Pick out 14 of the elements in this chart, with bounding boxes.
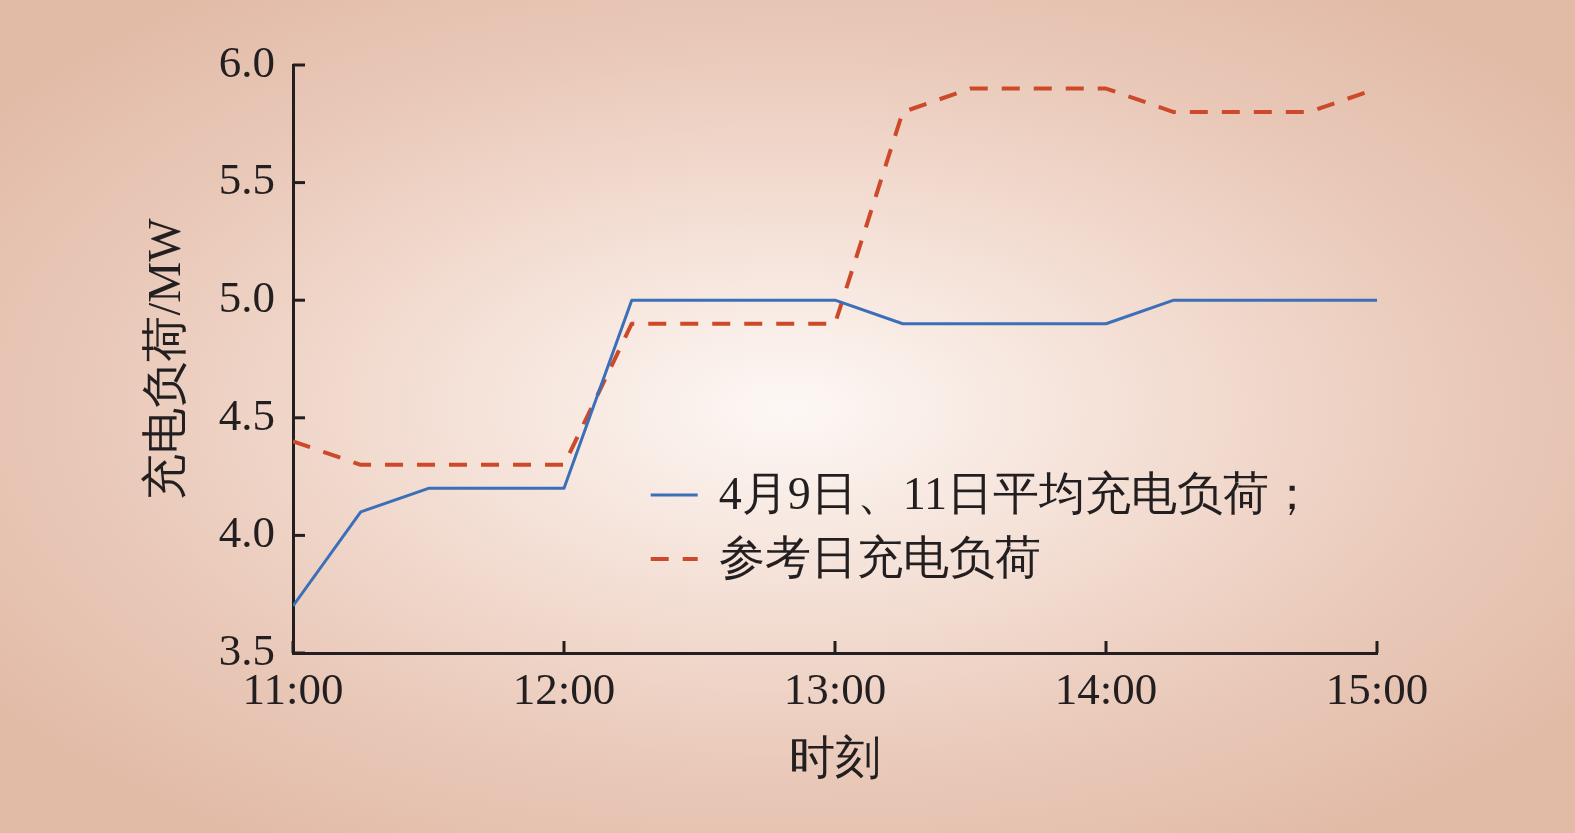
x-axis-title: 时刻 <box>789 732 881 784</box>
y-tick-label: 3.5 <box>218 624 275 675</box>
x-tick-label: 14:00 <box>1054 663 1158 714</box>
y-tick-label: 5.5 <box>218 154 275 205</box>
y-tick-label: 4.5 <box>218 389 275 440</box>
legend-label: 4月9日、11日平均充电负荷； <box>718 468 1315 520</box>
legend-label: 参考日充电负荷 <box>718 532 1041 584</box>
y-axis-title: 充电负荷/MW <box>138 217 190 500</box>
y-tick-label: 4.0 <box>218 507 275 558</box>
x-tick-label: 13:00 <box>783 663 887 714</box>
y-tick-label: 6.0 <box>218 36 275 87</box>
x-tick-label: 15:00 <box>1325 663 1429 714</box>
y-tick-label: 5.0 <box>218 272 275 323</box>
x-tick-label: 12:00 <box>512 663 616 714</box>
